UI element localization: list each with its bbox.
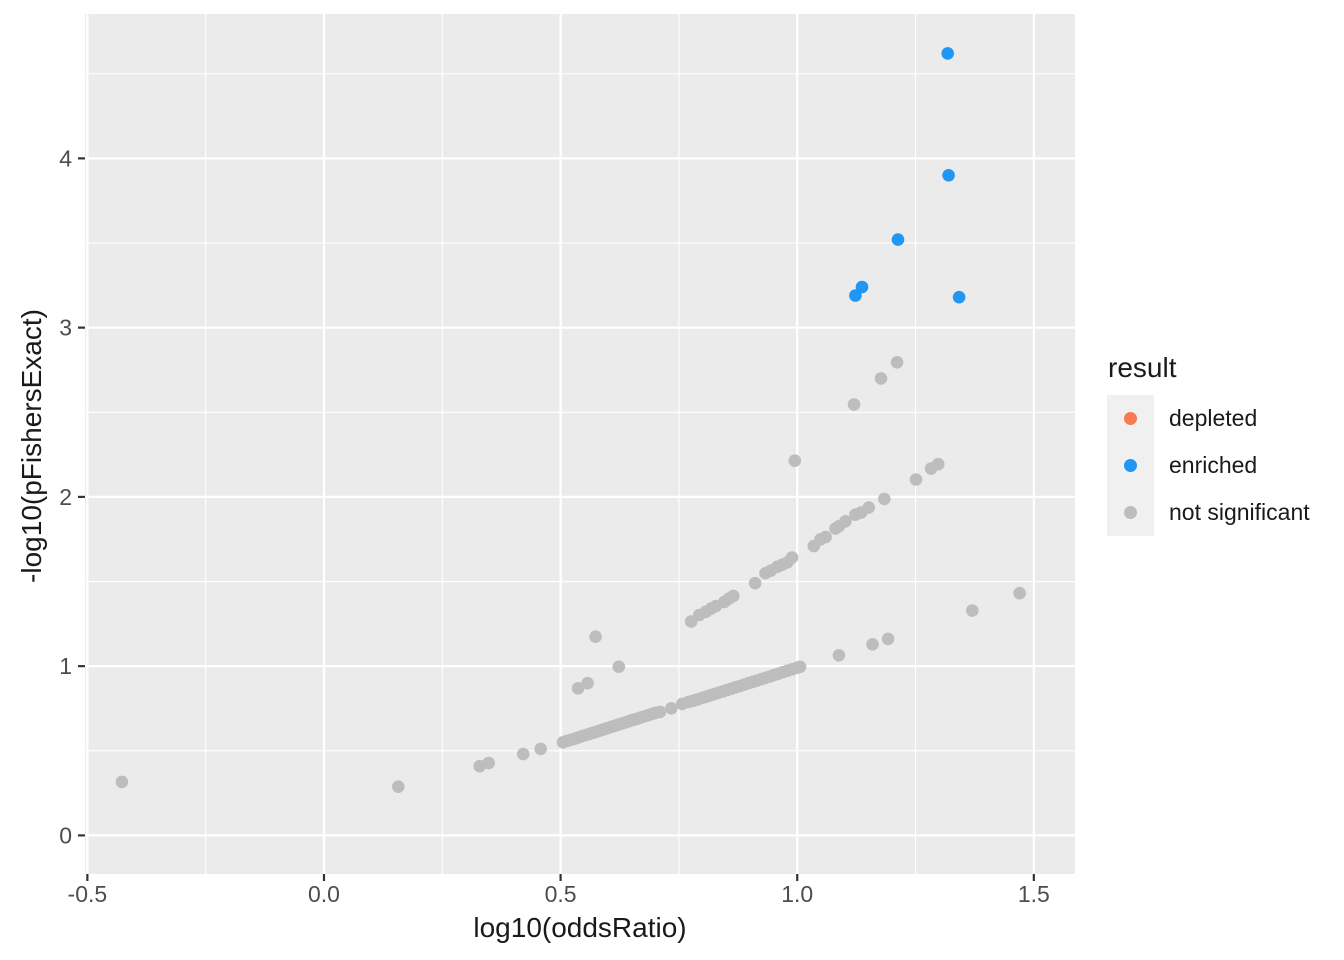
data-point-not-significant	[571, 682, 585, 695]
legend-label: enriched	[1169, 452, 1258, 478]
data-point-enriched	[849, 289, 862, 302]
data-point-not-significant	[874, 372, 888, 385]
data-point-not-significant	[890, 356, 904, 369]
y-tick-label: 2	[59, 484, 72, 510]
data-point-not-significant	[85, 833, 86, 837]
data-point-not-significant	[516, 747, 530, 761]
data-point-not-significant	[909, 473, 923, 486]
legend-key	[1107, 489, 1154, 536]
data-point-not-significant	[881, 632, 895, 646]
data-point-enriched	[891, 233, 905, 246]
depleted-point-icon	[1124, 412, 1137, 425]
data-point-not-significant	[534, 742, 547, 756]
legend-label: depleted	[1169, 405, 1258, 431]
legend-item-depleted: depleted	[1107, 395, 1310, 442]
data-point-not-significant	[878, 492, 891, 506]
data-point-not-significant	[931, 457, 945, 471]
data-point-enriched	[952, 290, 966, 304]
data-point-enriched	[855, 280, 869, 294]
data-point-not-significant	[665, 702, 678, 715]
data-point-not-significant	[589, 630, 602, 643]
data-point-not-significant	[1013, 586, 1026, 600]
data-point-not-significant	[727, 589, 740, 603]
data-point-not-significant	[581, 676, 594, 690]
legend-key	[1107, 395, 1154, 442]
data-point-not-significant	[832, 649, 846, 662]
enriched-point-icon	[1124, 459, 1137, 472]
data-point-not-significant	[866, 638, 879, 651]
data-points-layer	[85, 47, 1026, 837]
data-point-not-significant	[793, 660, 807, 674]
y-axis-title: -log10(pFishersExact)	[16, 309, 47, 583]
data-point-enriched	[942, 169, 955, 182]
legend-label: not significant	[1169, 499, 1310, 525]
not-significant-point-icon	[1124, 506, 1137, 519]
data-point-not-significant	[862, 501, 875, 514]
data-point-not-significant	[785, 551, 799, 564]
y-tick-label: 3	[59, 315, 72, 341]
x-tick-label: 1.0	[781, 881, 813, 907]
data-point-not-significant	[612, 660, 626, 673]
legend-key	[1107, 442, 1154, 489]
data-point-not-significant	[482, 756, 496, 770]
data-point-not-significant	[819, 530, 832, 544]
y-tick-label: 1	[59, 653, 72, 679]
data-point-not-significant	[847, 398, 861, 411]
x-tick-label: -0.5	[68, 881, 108, 907]
data-point-not-significant	[788, 454, 802, 468]
plot-panel	[85, 14, 1075, 874]
y-tick-label: 0	[59, 822, 72, 848]
x-tick-label: 0.0	[308, 881, 340, 907]
data-point-not-significant	[748, 576, 762, 590]
legend-title: result	[1108, 352, 1177, 383]
y-tick-label: 4	[59, 145, 72, 171]
legend: result depleted enriched not significant	[1107, 352, 1310, 536]
x-axis-title: log10(oddsRatio)	[473, 912, 687, 943]
legend-item-not-significant: not significant	[1107, 489, 1310, 536]
data-point-not-significant	[392, 780, 405, 793]
data-point-not-significant	[966, 604, 979, 617]
x-tick-label: 1.5	[1018, 881, 1050, 907]
legend-item-enriched: enriched	[1107, 442, 1310, 489]
data-point-not-significant	[839, 515, 852, 528]
data-point-enriched	[941, 47, 954, 60]
data-point-not-significant	[115, 775, 129, 789]
x-tick-label: 0.5	[545, 881, 577, 907]
data-point-not-significant	[653, 705, 667, 719]
